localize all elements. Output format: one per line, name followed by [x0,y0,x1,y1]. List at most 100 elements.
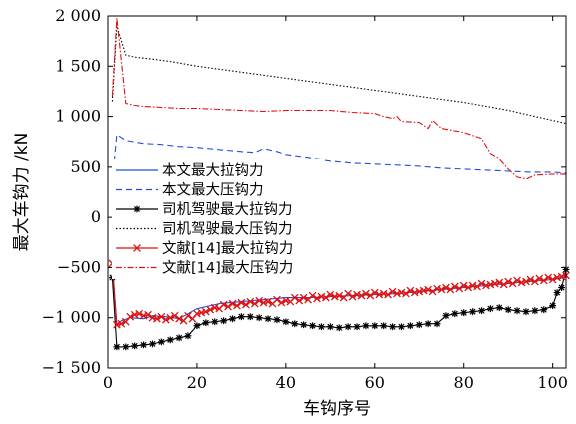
data-point [175,314,184,323]
series [111,134,567,182]
data-point [259,298,268,307]
data-point [175,334,183,342]
data-point [282,318,290,326]
data-point [539,276,548,285]
data-point [370,288,379,297]
data-point [468,281,477,290]
data-point [255,314,263,322]
data-point [228,299,237,308]
data-point [148,313,157,322]
data-point [220,317,228,325]
data-point [299,293,308,302]
data-point [424,285,433,294]
data-point [193,322,201,330]
data-point [300,321,308,329]
data-point [313,294,321,303]
data-point [318,323,325,331]
y-tick-label: 1 500 [55,56,101,75]
data-point [504,306,512,314]
data-point [388,287,397,296]
data-point [344,289,352,298]
data-point [291,320,299,328]
data-point [366,291,375,300]
data-point [295,296,304,305]
data-point [469,308,477,316]
data-point [140,341,147,349]
data-point [531,277,539,286]
legend-item: 本文最大拉钩力 [116,162,264,179]
data-point [557,272,566,281]
data-point [335,324,343,332]
series [109,266,570,351]
series [111,17,566,180]
y-tick-label: 1 000 [55,107,101,126]
data-point [277,298,286,307]
data-point [437,285,446,294]
data-point [166,313,175,322]
legend-item: 本文最大压钩力 [116,182,264,199]
data-point [513,276,521,285]
data-point [495,278,504,287]
data-point [446,285,455,294]
series-line [111,25,567,125]
x-tick-label: 20 [187,373,207,392]
data-point [402,289,410,298]
legend-label: 司机驾驶最大压钩力 [162,221,293,238]
y-tick-label: −1 000 [42,308,101,327]
y-tick-label: 0 [91,207,101,226]
data-point [544,273,553,282]
x-tick-label: 100 [537,373,568,392]
data-point [273,316,281,324]
data-point [264,315,272,323]
data-point [211,318,219,326]
data-point [290,293,299,302]
legend-label: 本文最大压钩力 [162,182,264,199]
legend-label: 文献[14]最大压钩力 [162,260,293,277]
data-point [522,308,530,316]
data-point [133,205,141,213]
axis-ticks: 0 20 40 60 80 100 −1 500 −1 000 −500 0 500 1 000 1 5… [42,6,568,392]
data-point [477,279,486,288]
data-point [487,305,494,313]
data-point [344,323,352,331]
legend: 本文最大拉钩力本文最大压钩力司机驾驶最大拉钩力司机驾驶最大压钩力文献[14]最大… [112,159,324,279]
legend-item: 司机驾驶最大压钩力 [116,221,293,238]
data-point [131,342,139,350]
data-point [459,281,468,290]
data-point [384,290,392,299]
data-point [535,274,544,283]
data-point [473,282,481,291]
data-point [122,343,130,351]
series [111,25,567,125]
data-point [126,312,135,321]
data-point [553,289,561,296]
data-point [540,306,548,314]
legend-label: 文献[14]最大拉钩力 [162,240,293,257]
data-point [326,323,334,331]
data-point [406,286,415,295]
data-point [219,300,228,309]
data-point [415,287,424,296]
data-point [184,332,192,340]
data-point [548,275,557,284]
data-point [424,320,432,328]
legend-item: 文献[14]最大压钩力 [116,260,293,277]
data-point [264,297,272,306]
data-point [246,297,255,306]
data-point [135,309,143,318]
x-tick-label: 60 [365,373,385,392]
data-point [233,301,241,310]
data-point [508,279,517,288]
data-point [415,321,423,329]
data-point [371,322,379,330]
data-point [428,287,437,296]
x-tick-label: 80 [454,373,474,392]
data-point [362,289,370,298]
data-point [322,293,330,302]
data-point [499,280,508,289]
data-point [406,322,414,330]
data-point [389,323,396,331]
data-point [504,277,513,286]
data-point [149,340,156,348]
series [108,259,570,329]
